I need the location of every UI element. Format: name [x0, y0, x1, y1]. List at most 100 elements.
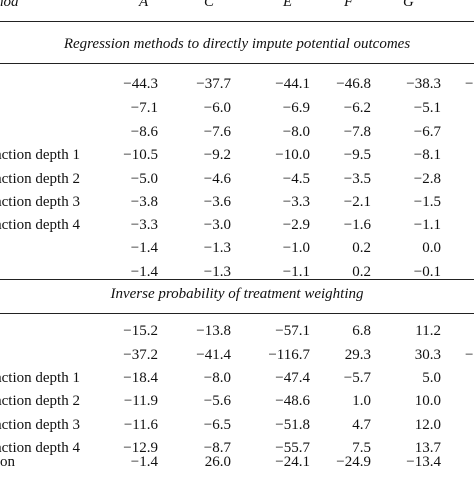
section-title-regression: Regression methods to directly impute po…: [63, 36, 411, 52]
cell-f: 29.3: [344, 347, 371, 363]
cell-e: −116.7: [268, 347, 310, 363]
cell-g: 12.0: [414, 417, 441, 433]
table-row: −15.2 −13.8 −57.1 6.8 11.2: [0, 323, 474, 347]
row-label: raction depth 2: [0, 393, 80, 409]
section-rule: [0, 63, 474, 64]
table-row: −1.4 −1.3 −1.0 0.2 0.0: [0, 240, 474, 264]
cell-a: −5.0: [130, 171, 158, 187]
cell-g: −5.1: [413, 100, 441, 116]
cell-e: −1.0: [282, 240, 310, 256]
cell-c: −8.0: [203, 370, 231, 386]
table-row: −44.3 −37.7 −44.1 −46.8 −38.3 −: [0, 76, 474, 100]
cell-a: −44.3: [123, 76, 158, 92]
cell-e: −57.1: [275, 323, 310, 339]
table-row: raction depth 1 −18.4 −8.0 −47.4 −5.7 5.…: [0, 370, 474, 394]
table-row: raction depth 4 −3.3 −3.0 −2.9 −1.6 −1.1: [0, 217, 474, 241]
cell-a: −3.3: [130, 217, 158, 233]
cell-c: −7.6: [203, 124, 231, 140]
cell-e: −1.1: [282, 264, 310, 280]
table-row: −37.2 −41.4 −116.7 29.3 30.3 −: [0, 347, 474, 371]
row-label: raction depth 2: [0, 171, 80, 187]
cell-c: −41.4: [196, 347, 231, 363]
cell-c: −13.8: [196, 323, 231, 339]
cell-a: −12.9: [123, 440, 158, 456]
section-rule: [0, 313, 474, 314]
cell-c: −8.7: [203, 440, 231, 456]
cell-g: −2.8: [413, 171, 441, 187]
column-header-g: G: [403, 0, 414, 10]
cell-e: −48.6: [275, 393, 310, 409]
row-label: raction depth 3: [0, 194, 80, 210]
cell-a: −11.6: [123, 417, 158, 433]
cell-f: −6.2: [343, 100, 371, 116]
cell-g: 13.7: [414, 440, 441, 456]
cell-g: −0.1: [413, 264, 441, 280]
cell-f: −9.5: [343, 147, 371, 163]
cell-e: −8.0: [282, 124, 310, 140]
cell-g: 30.3: [414, 347, 441, 363]
cell-c: −6.5: [203, 417, 231, 433]
table-row: −8.6 −7.6 −8.0 −7.8 −6.7: [0, 124, 474, 148]
cell-g: 0.0: [422, 240, 441, 256]
section-divider-rule: [0, 279, 474, 280]
cell-f: 6.8: [352, 323, 371, 339]
cell-a: −10.5: [123, 147, 158, 163]
cell-a: −18.4: [123, 370, 158, 386]
cell-e: −2.9: [282, 217, 310, 233]
cell-g: −1.5: [413, 194, 441, 210]
cell-g: 10.0: [414, 393, 441, 409]
cell-f: −5.7: [343, 370, 371, 386]
column-header-c: C: [204, 0, 215, 10]
cell-a: −11.9: [123, 393, 158, 409]
row-label: sion: [0, 454, 16, 470]
table-row: raction depth 3 −3.8 −3.6 −3.3 −2.1 −1.5: [0, 194, 474, 218]
table-row: raction depth 4 −12.9 −8.7 −55.7 7.5 13.…: [0, 440, 474, 464]
cell-a: −8.6: [130, 124, 158, 140]
cell-f: −46.8: [336, 76, 371, 92]
header-rule: [0, 21, 474, 22]
cell-e: −44.1: [275, 76, 310, 92]
cell-e: −47.4: [275, 370, 310, 386]
cell-g: −8.1: [413, 147, 441, 163]
cell-c: −1.3: [203, 240, 231, 256]
cell-c: −6.0: [203, 100, 231, 116]
cell-e: −51.8: [275, 417, 310, 433]
column-header-a: A: [139, 0, 149, 10]
table-row: raction depth 1 −10.5 −9.2 −10.0 −9.5 −8…: [0, 147, 474, 171]
cell-c: −4.6: [203, 171, 231, 187]
section-title-iptw: Inverse probability of treatment weighti…: [110, 286, 364, 302]
cell-g: 5.0: [422, 370, 441, 386]
cell-g: 11.2: [415, 323, 441, 339]
cell-f: 0.2: [352, 264, 371, 280]
cell-a: −1.4: [130, 454, 158, 470]
cell-clipped: −: [465, 76, 474, 92]
column-header-f: F: [344, 0, 354, 10]
cell-g: −6.7: [413, 124, 441, 140]
cell-c: −37.7: [196, 76, 231, 92]
cell-c: −1.3: [203, 264, 231, 280]
cell-c: −5.6: [203, 393, 231, 409]
row-label: raction depth 4: [0, 217, 80, 233]
row-label: raction depth 1: [0, 147, 80, 163]
row-label: raction depth 1: [0, 370, 80, 386]
cell-a: −7.1: [130, 100, 158, 116]
table-row: sion −1.4 26.0 −24.1 −24.9 −13.4: [0, 454, 474, 478]
cell-e: −55.7: [275, 440, 310, 456]
cell-f: −24.9: [336, 454, 371, 470]
cell-f: 4.7: [352, 417, 371, 433]
cell-c: −9.2: [203, 147, 231, 163]
table-row: raction depth 2 −5.0 −4.6 −4.5 −3.5 −2.8: [0, 171, 474, 195]
table-row: −7.1 −6.0 −6.9 −6.2 −5.1: [0, 100, 474, 124]
table-row: raction depth 3 −11.6 −6.5 −51.8 4.7 12.…: [0, 417, 474, 441]
cell-e: −24.1: [275, 454, 310, 470]
table-row: −1.4 −1.3 −1.1 0.2 −0.1: [0, 264, 474, 288]
cell-f: 0.2: [352, 240, 371, 256]
cell-clipped: −: [465, 347, 474, 363]
column-header-e: E: [283, 0, 293, 10]
cell-e: −3.3: [282, 194, 310, 210]
cell-g: −38.3: [406, 76, 441, 92]
cell-f: 1.0: [352, 393, 371, 409]
cell-a: −1.4: [130, 264, 158, 280]
cell-f: −2.1: [343, 194, 371, 210]
cell-e: −6.9: [282, 100, 310, 116]
